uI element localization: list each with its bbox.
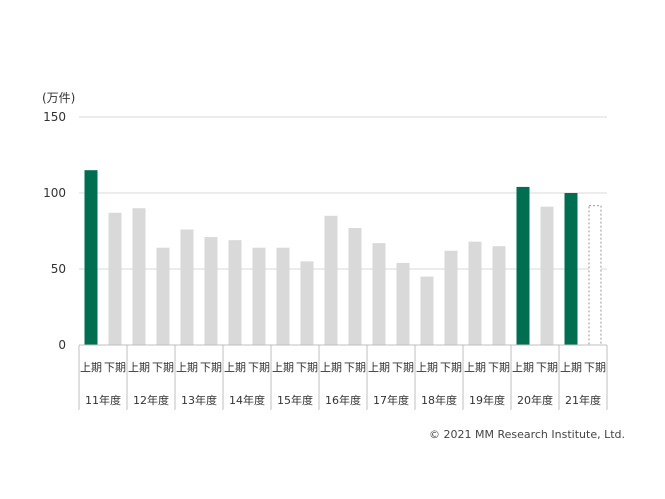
bar: [324, 215, 338, 345]
y-tick-label: 0: [58, 338, 66, 352]
bar: [492, 246, 506, 345]
bar: [156, 247, 170, 345]
bar: [108, 212, 122, 345]
x-tick-label-year: 14年度: [229, 393, 265, 407]
x-tick-label-half: 下期: [392, 361, 414, 374]
x-tick-label-half: 上期: [512, 361, 534, 374]
bar: [348, 227, 362, 345]
bar: [516, 186, 530, 345]
y-tick-label: 50: [51, 262, 66, 276]
x-tick-label-half: 上期: [224, 361, 246, 374]
x-tick-label-year: 13年度: [181, 393, 217, 407]
x-tick-label-half: 下期: [104, 361, 126, 374]
bar: [252, 247, 266, 345]
y-tick-label: 100: [43, 186, 66, 200]
x-tick-label-half: 下期: [152, 361, 174, 374]
x-tick-label-half: 上期: [368, 361, 390, 374]
x-tick-label-half: 下期: [296, 361, 318, 374]
x-tick-label-year: 18年度: [421, 393, 457, 407]
x-tick-label-year: 11年度: [85, 393, 121, 407]
x-tick-label-year: 16年度: [325, 393, 361, 407]
bar: [228, 240, 242, 345]
copyright-text: © 2021 MM Research Institute, Ltd.: [428, 428, 625, 441]
x-tick-label-half: 上期: [464, 361, 486, 374]
x-tick-label-half: 上期: [128, 361, 150, 374]
bar: [132, 208, 146, 345]
x-tick-label-half: 下期: [200, 361, 222, 374]
x-tick-label-year: 20年度: [517, 393, 553, 407]
x-tick-label-year: 12年度: [133, 393, 169, 407]
x-tick-label-half: 下期: [584, 361, 606, 374]
x-tick-label-half: 下期: [344, 361, 366, 374]
bar: [468, 241, 482, 345]
bar: [396, 262, 410, 345]
bar: [420, 276, 434, 345]
x-tick-label-year: 15年度: [277, 393, 313, 407]
bar: [372, 243, 386, 345]
x-tick-label-half: 下期: [248, 361, 270, 374]
bar: [540, 206, 554, 345]
x-tick-label-year: 21年度: [565, 393, 601, 407]
x-tick-label-half: 下期: [536, 361, 558, 374]
x-tick-label-year: 19年度: [469, 393, 505, 407]
x-tick-label-half: 下期: [488, 361, 510, 374]
bar: [444, 250, 458, 345]
y-tick-label: 150: [43, 110, 66, 124]
bar: [300, 261, 314, 345]
x-tick-label-half: 上期: [320, 361, 342, 374]
x-tick-label-half: 上期: [560, 361, 582, 374]
x-tick-label-half: 下期: [440, 361, 462, 374]
x-tick-label-half: 上期: [80, 361, 102, 374]
bar-forecast: [588, 205, 602, 346]
bar: [180, 229, 194, 345]
y-axis-unit-label: (万件): [42, 91, 76, 105]
bar: [276, 247, 290, 345]
x-tick-label-half: 上期: [176, 361, 198, 374]
x-tick-label-half: 上期: [416, 361, 438, 374]
x-tick-label-year: 17年度: [373, 393, 409, 407]
bar: [84, 170, 98, 345]
bar: [204, 237, 218, 345]
bar: [564, 193, 578, 345]
x-tick-label-half: 上期: [272, 361, 294, 374]
